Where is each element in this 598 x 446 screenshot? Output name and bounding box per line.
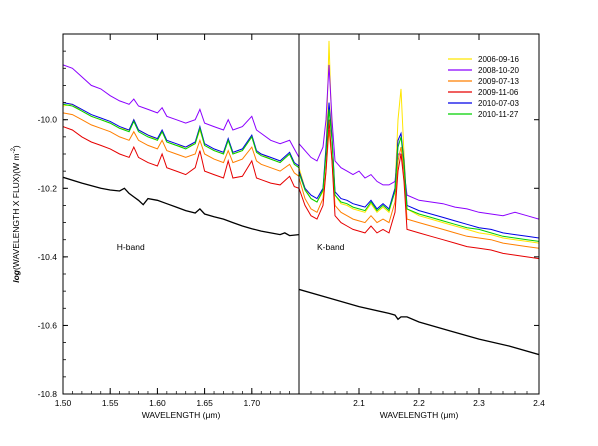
x-tick-label: 1.55 (102, 398, 119, 408)
x-tick-label: 2.4 (533, 398, 545, 408)
series-line-2010-07-03 (299, 102, 539, 239)
reference-spectrum-line (63, 176, 299, 237)
x-axis-label-mu: μ (443, 410, 448, 420)
x-tick-label: 1.70 (244, 398, 261, 408)
x-axis-label: WAVELENGTH (μm) (142, 410, 221, 420)
y-tick-label: -10.0 (38, 115, 58, 125)
series-line-2010-11-27 (63, 103, 299, 169)
series-line-2009-11-06 (299, 119, 539, 260)
legend-label: 2010-11-27 (478, 110, 519, 119)
series-line-2008-10-20 (63, 64, 299, 158)
x-axis-label: WAVELENGTH (μm) (380, 410, 459, 420)
x-axis-label-unit: m) (448, 410, 458, 420)
y-axis-label-suffix: ) (11, 145, 21, 148)
y-tick-label: -10.2 (38, 183, 58, 193)
series-line-2006-09-16 (63, 103, 299, 169)
panel-series-group (63, 64, 299, 237)
frame-layer (62, 33, 540, 395)
x-axis-label-unit: m) (210, 410, 220, 420)
x-tick-label: 2.1 (353, 398, 365, 408)
series-line-2010-07-03 (63, 102, 299, 167)
x-axis-label-main: WAVELENGTH ( (380, 410, 444, 420)
y-axis: -10.8 -10.6 -10.4 -10.2 -10.0 (38, 33, 539, 399)
band-label: H-band (117, 242, 145, 252)
legend-label: 2009-07-13 (478, 77, 519, 86)
x-tick-label: 2.3 (473, 398, 485, 408)
y-tick-label: -10.4 (38, 252, 58, 262)
x-tick-label: 1.60 (149, 398, 166, 408)
panel-k-band: 2.1 2.2 2.3 2.4 WAVELENGTH (μm) K-band (298, 34, 545, 420)
y-axis-label-prefix: log (11, 269, 21, 283)
y-axis-label-main: (WAVELENGTH X FLUX)(W m (11, 153, 21, 270)
x-tick-label: 1.65 (196, 398, 213, 408)
y-tick-label: -10.8 (38, 389, 58, 399)
x-tick-label: 2.2 (413, 398, 425, 408)
x-axis-label-main: WAVELENGTH ( (142, 410, 206, 420)
y-axis-label: log(WAVELENGTH X FLUX)(W m-2) (11, 145, 21, 283)
x-axis-label-mu: μ (205, 410, 210, 420)
legend: 2006-09-16 2008-10-20 2009-07-13 2009-11-06… (448, 55, 519, 119)
y-axis-label-sup: -2 (11, 147, 17, 153)
reference-spectrum-line (299, 288, 539, 356)
y-tick-label: -10.6 (38, 320, 58, 330)
panel-series-group (299, 40, 539, 356)
band-label: K-band (317, 242, 345, 252)
legend-label: 2006-09-16 (478, 55, 519, 64)
legend-label: 2008-10-20 (478, 66, 519, 75)
legend-label: 2010-07-03 (478, 99, 519, 108)
legend-label: 2009-11-06 (478, 88, 519, 97)
series-line-2009-11-06 (63, 126, 299, 189)
series-line-2009-07-13 (63, 112, 299, 177)
series-line-2008-10-20 (299, 64, 539, 220)
panel-h-band: 1.50 1.55 1.60 1.65 1.70 WAVELENGTH (μm) H-ban… (55, 34, 300, 420)
series-line-2010-11-27 (299, 109, 539, 242)
plot-frame (62, 33, 540, 395)
x-tick-label: 1.50 (55, 398, 72, 408)
